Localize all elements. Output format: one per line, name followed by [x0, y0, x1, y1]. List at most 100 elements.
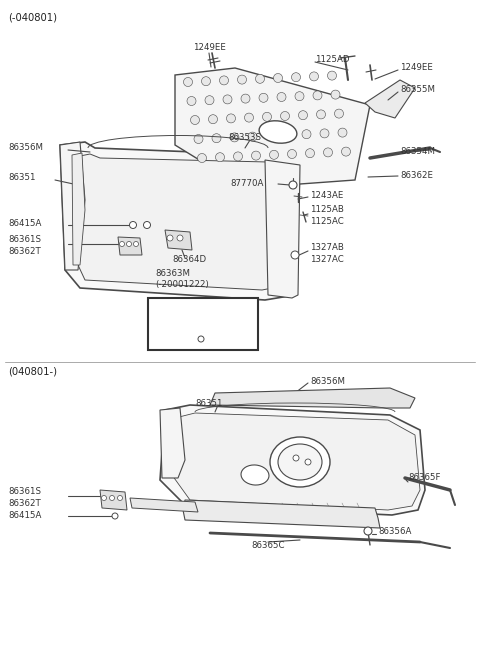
Text: 86353S: 86353S	[288, 514, 321, 523]
Circle shape	[183, 77, 192, 86]
Text: 1125AB: 1125AB	[310, 206, 344, 214]
Circle shape	[341, 147, 350, 156]
Text: 86363M: 86363M	[185, 324, 220, 333]
Circle shape	[133, 242, 139, 246]
Circle shape	[130, 221, 136, 229]
Text: (-20001222): (-20001222)	[155, 280, 209, 290]
Circle shape	[313, 91, 322, 100]
Text: 86363M: 86363M	[155, 269, 190, 278]
Circle shape	[305, 149, 314, 158]
Polygon shape	[175, 68, 370, 188]
Circle shape	[198, 336, 204, 342]
Text: 1327AC: 1327AC	[310, 255, 344, 263]
Text: 87770A: 87770A	[230, 179, 264, 187]
Circle shape	[219, 76, 228, 85]
Polygon shape	[130, 498, 198, 512]
Ellipse shape	[259, 121, 297, 143]
Circle shape	[291, 73, 300, 82]
Text: (040801-): (040801-)	[8, 367, 57, 377]
Circle shape	[230, 133, 239, 142]
Circle shape	[288, 149, 297, 159]
Text: 86361S: 86361S	[8, 487, 41, 496]
Text: 86362E: 86362E	[400, 170, 433, 179]
Text: 86355M: 86355M	[400, 86, 435, 94]
Circle shape	[216, 153, 225, 162]
Polygon shape	[100, 490, 127, 510]
Circle shape	[101, 495, 107, 500]
Polygon shape	[72, 153, 85, 265]
Circle shape	[194, 134, 203, 143]
Text: 86364D: 86364D	[172, 255, 206, 265]
Circle shape	[331, 90, 340, 99]
Text: 86353S: 86353S	[228, 134, 261, 143]
Text: 86365F: 86365F	[408, 474, 441, 483]
Text: 86351: 86351	[195, 398, 223, 407]
Circle shape	[205, 96, 214, 105]
Circle shape	[316, 110, 325, 119]
Circle shape	[324, 148, 333, 157]
Polygon shape	[172, 413, 420, 510]
Polygon shape	[118, 237, 142, 255]
Circle shape	[305, 459, 311, 465]
Circle shape	[299, 111, 308, 120]
Circle shape	[310, 72, 319, 81]
Text: 86361S: 86361S	[8, 236, 41, 244]
Text: 1243AE: 1243AE	[310, 191, 343, 200]
Bar	[148, 298, 258, 350]
Polygon shape	[60, 142, 300, 300]
Circle shape	[266, 131, 275, 140]
Text: 1125AD: 1125AD	[315, 56, 349, 64]
Text: 86354M: 86354M	[400, 147, 435, 157]
Circle shape	[274, 73, 283, 83]
Polygon shape	[183, 500, 380, 528]
Polygon shape	[210, 388, 415, 408]
Text: 1249EE: 1249EE	[192, 43, 226, 52]
Circle shape	[109, 495, 115, 500]
Polygon shape	[365, 80, 415, 118]
Circle shape	[280, 111, 289, 121]
Circle shape	[127, 242, 132, 246]
Circle shape	[233, 152, 242, 161]
Circle shape	[259, 93, 268, 102]
Circle shape	[223, 95, 232, 104]
Circle shape	[338, 128, 347, 137]
Text: 86415A: 86415A	[8, 219, 41, 229]
Circle shape	[269, 150, 278, 159]
Circle shape	[167, 235, 173, 241]
Circle shape	[289, 181, 297, 189]
Text: 86362T: 86362T	[8, 248, 41, 257]
Circle shape	[244, 113, 253, 122]
Text: (20001222-): (20001222-)	[172, 306, 234, 316]
Text: 86356M: 86356M	[310, 377, 345, 386]
Text: 86356A: 86356A	[378, 527, 411, 536]
Circle shape	[144, 221, 151, 229]
Polygon shape	[60, 142, 85, 270]
Circle shape	[118, 495, 122, 500]
Text: 86356M: 86356M	[8, 143, 43, 153]
Ellipse shape	[278, 444, 322, 480]
Polygon shape	[265, 160, 300, 298]
Text: 1249EE: 1249EE	[400, 64, 433, 73]
Circle shape	[212, 134, 221, 143]
Circle shape	[202, 77, 211, 86]
Circle shape	[252, 151, 261, 160]
Text: 86365C: 86365C	[251, 540, 285, 550]
Circle shape	[255, 74, 264, 83]
Circle shape	[320, 129, 329, 138]
Text: (-040801): (-040801)	[8, 13, 57, 23]
Circle shape	[284, 130, 293, 140]
Polygon shape	[160, 408, 185, 478]
Circle shape	[277, 92, 286, 102]
Text: 1125AC: 1125AC	[310, 217, 344, 227]
Text: H: H	[250, 470, 258, 480]
Circle shape	[241, 94, 250, 103]
Polygon shape	[160, 405, 425, 515]
Text: 86362T: 86362T	[8, 500, 41, 508]
Circle shape	[327, 71, 336, 80]
Circle shape	[248, 132, 257, 141]
Circle shape	[208, 115, 217, 124]
Circle shape	[227, 114, 236, 123]
Circle shape	[364, 527, 372, 535]
Circle shape	[112, 513, 118, 519]
Polygon shape	[165, 230, 192, 250]
